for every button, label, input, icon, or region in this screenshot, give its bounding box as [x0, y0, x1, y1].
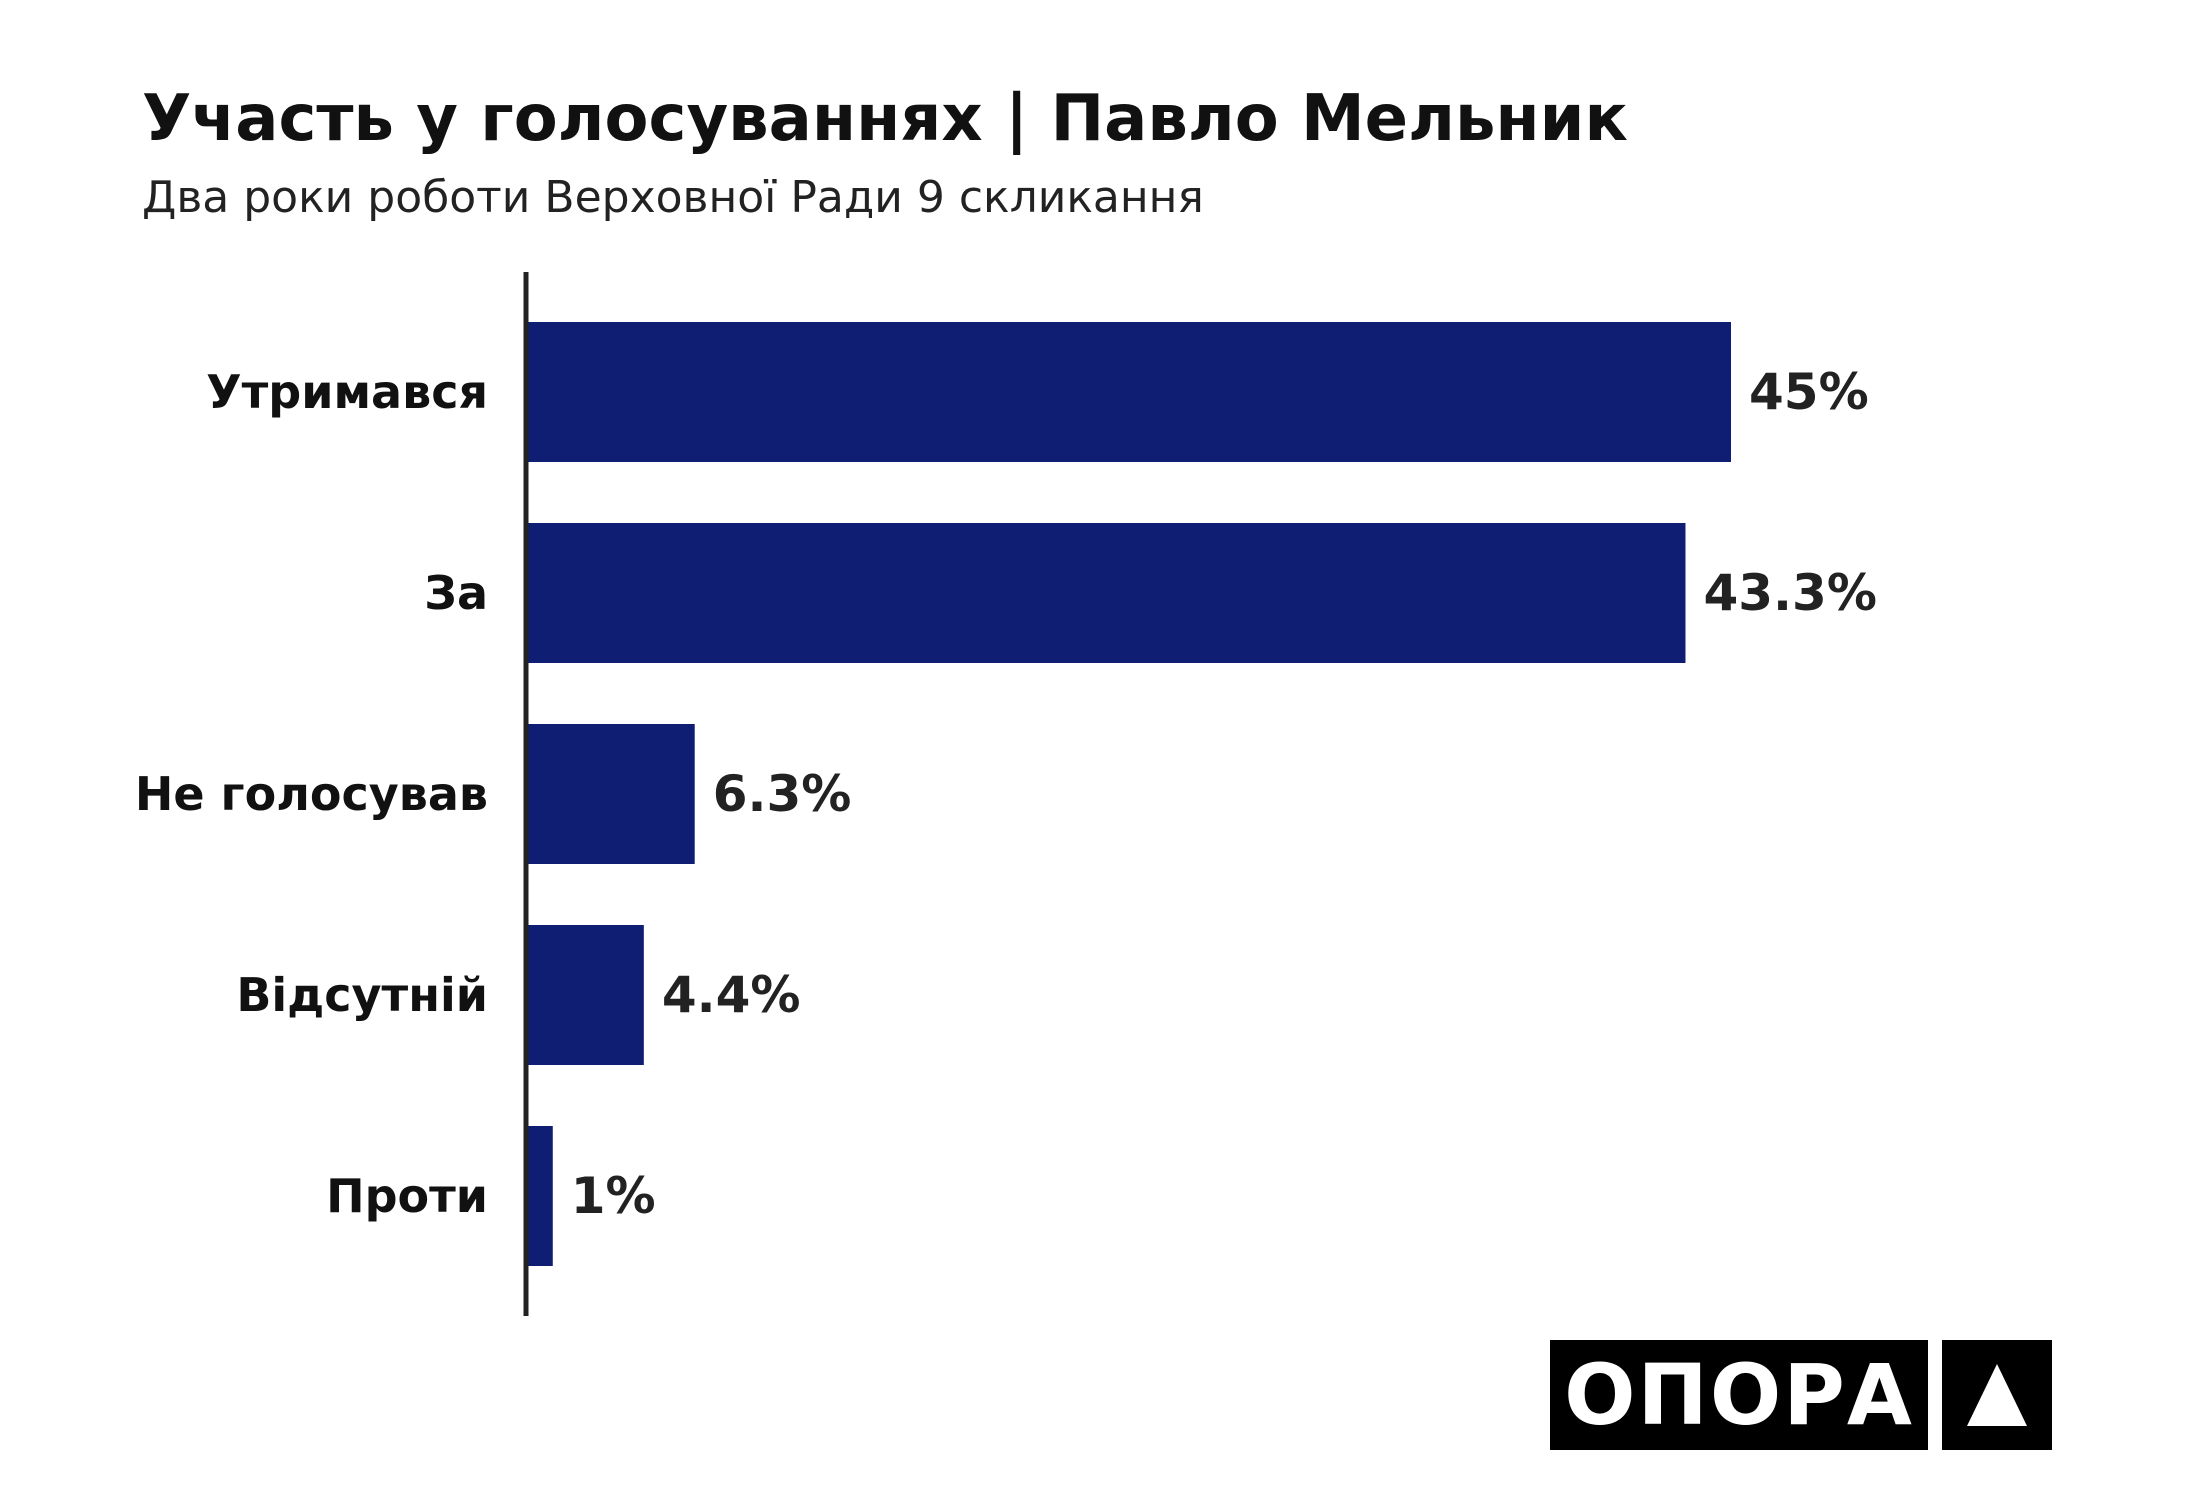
value-label-3: 4.4%	[662, 966, 801, 1024]
value-label-1: 43.3%	[1703, 564, 1876, 622]
bar-3	[526, 925, 644, 1065]
category-label-4: Проти	[326, 1169, 488, 1223]
logo-text-box	[1550, 1340, 1928, 1450]
value-label-0: 45%	[1749, 363, 1869, 421]
bar-0	[526, 322, 1731, 462]
triangle-up-icon	[1967, 1364, 2027, 1426]
chart-subtitle: Два роки роботи Верховної Ради 9 скликан…	[142, 172, 1204, 223]
category-label-0: Утримався	[206, 365, 488, 419]
logo-text: ОПОРА	[1564, 1346, 1914, 1444]
category-label-1: За	[424, 566, 488, 620]
bar-4	[526, 1126, 553, 1266]
logo-triangle-box	[1942, 1340, 2052, 1450]
bar-1	[526, 523, 1686, 663]
chart-title: Участь у голосуваннях | Павло Мельник	[142, 82, 1628, 156]
value-label-4: 1%	[571, 1167, 656, 1225]
category-label-3: Відсутній	[236, 968, 488, 1022]
value-label-2: 6.3%	[713, 765, 852, 823]
category-label-2: Не голосував	[135, 767, 488, 821]
bar-2	[526, 724, 695, 864]
